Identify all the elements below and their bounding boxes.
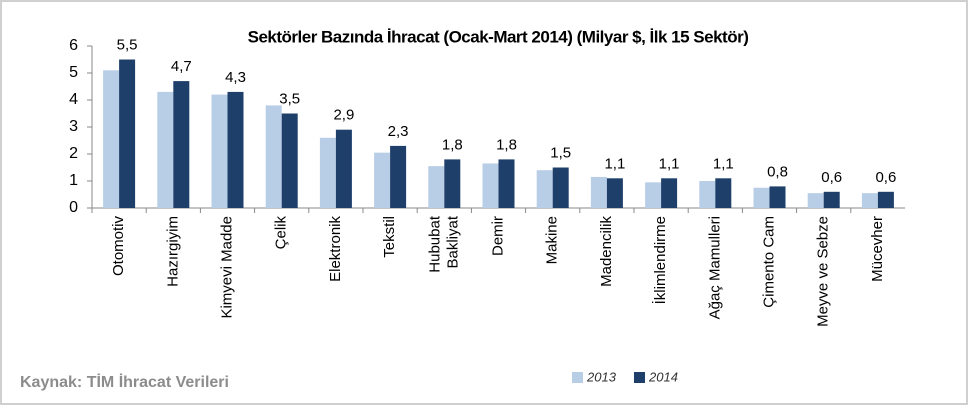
y-tick-label: 4 <box>69 91 78 108</box>
bar <box>157 91 174 208</box>
bar <box>374 152 391 208</box>
y-tick-label: 5 <box>69 64 78 81</box>
bar <box>753 187 770 208</box>
chart-title: Sektörler Bazında İhracat (Ocak-Mart 201… <box>248 27 749 46</box>
bar <box>823 191 840 208</box>
bar <box>498 159 515 208</box>
data-label: 2,3 <box>388 123 409 140</box>
data-label: 0,6 <box>821 169 842 186</box>
legend-swatch <box>572 372 583 383</box>
bar <box>227 91 244 208</box>
bar <box>606 178 623 208</box>
y-tick-label: 2 <box>69 145 78 162</box>
bar <box>211 94 228 208</box>
legend-label: 2014 <box>648 369 678 384</box>
bar <box>319 137 336 208</box>
bar <box>807 193 824 208</box>
data-label: 0,6 <box>875 169 896 186</box>
data-label: 1,1 <box>604 155 625 172</box>
bar <box>715 178 732 208</box>
legend-swatch <box>634 372 645 383</box>
y-tick-label: 1 <box>69 172 78 189</box>
x-tick-label: HububatBakliyat <box>426 215 461 273</box>
data-label: 2,9 <box>333 107 354 124</box>
data-label: 1,5 <box>550 144 571 161</box>
bar <box>590 176 607 208</box>
data-label: 1,1 <box>659 155 680 172</box>
data-label: 1,8 <box>496 136 517 153</box>
bar <box>861 193 878 208</box>
bar <box>428 166 445 208</box>
x-tick-label: Çimento Cam <box>760 216 777 308</box>
bar <box>281 113 298 208</box>
bar <box>769 186 786 208</box>
bar <box>645 182 662 208</box>
bar <box>444 159 461 208</box>
bar <box>103 70 120 208</box>
y-tick-label: 0 <box>69 199 78 216</box>
x-tick-label: Madencilik <box>598 216 615 287</box>
bar <box>552 167 569 208</box>
bar <box>661 178 678 208</box>
x-tick-label: Makine <box>544 216 561 264</box>
source-note: Kaynak: TİM İhracat Verileri <box>20 373 229 391</box>
x-tick-label: Otomotiv <box>110 216 127 277</box>
x-tick-label: Tekstil <box>381 216 398 258</box>
data-label: 5,5 <box>117 36 138 53</box>
x-tick-label: Kimyevi Madde <box>218 216 235 319</box>
bar <box>173 81 190 208</box>
x-tick-label: Meyve ve Sebze <box>815 216 832 327</box>
x-tick-label: Hazırgiyim <box>164 216 181 287</box>
legend-label: 2013 <box>586 369 617 384</box>
bar <box>265 105 282 208</box>
bar <box>877 191 894 208</box>
x-tick-label: Mücevher <box>869 216 886 282</box>
bar <box>699 181 716 208</box>
y-tick-label: 3 <box>69 118 78 135</box>
data-label: 0,8 <box>767 163 788 180</box>
y-tick-label: 6 <box>69 37 78 54</box>
x-tick-label: Ağaç Mamulleri <box>706 216 723 319</box>
data-label: 4,7 <box>171 58 192 75</box>
data-label: 3,5 <box>279 90 300 107</box>
x-tick-label: Demir <box>489 216 506 256</box>
bar <box>482 163 499 208</box>
data-label: 1,8 <box>442 136 463 153</box>
data-label: 1,1 <box>713 155 734 172</box>
x-tick-label: Çelik <box>273 216 290 250</box>
x-tick-label: İklimlendirme <box>651 216 669 304</box>
bar <box>390 145 407 208</box>
data-label: 4,3 <box>225 69 246 86</box>
x-tick-label: Elektronik <box>327 216 344 282</box>
bar <box>119 59 136 208</box>
bar <box>335 129 352 208</box>
bar <box>536 170 553 208</box>
